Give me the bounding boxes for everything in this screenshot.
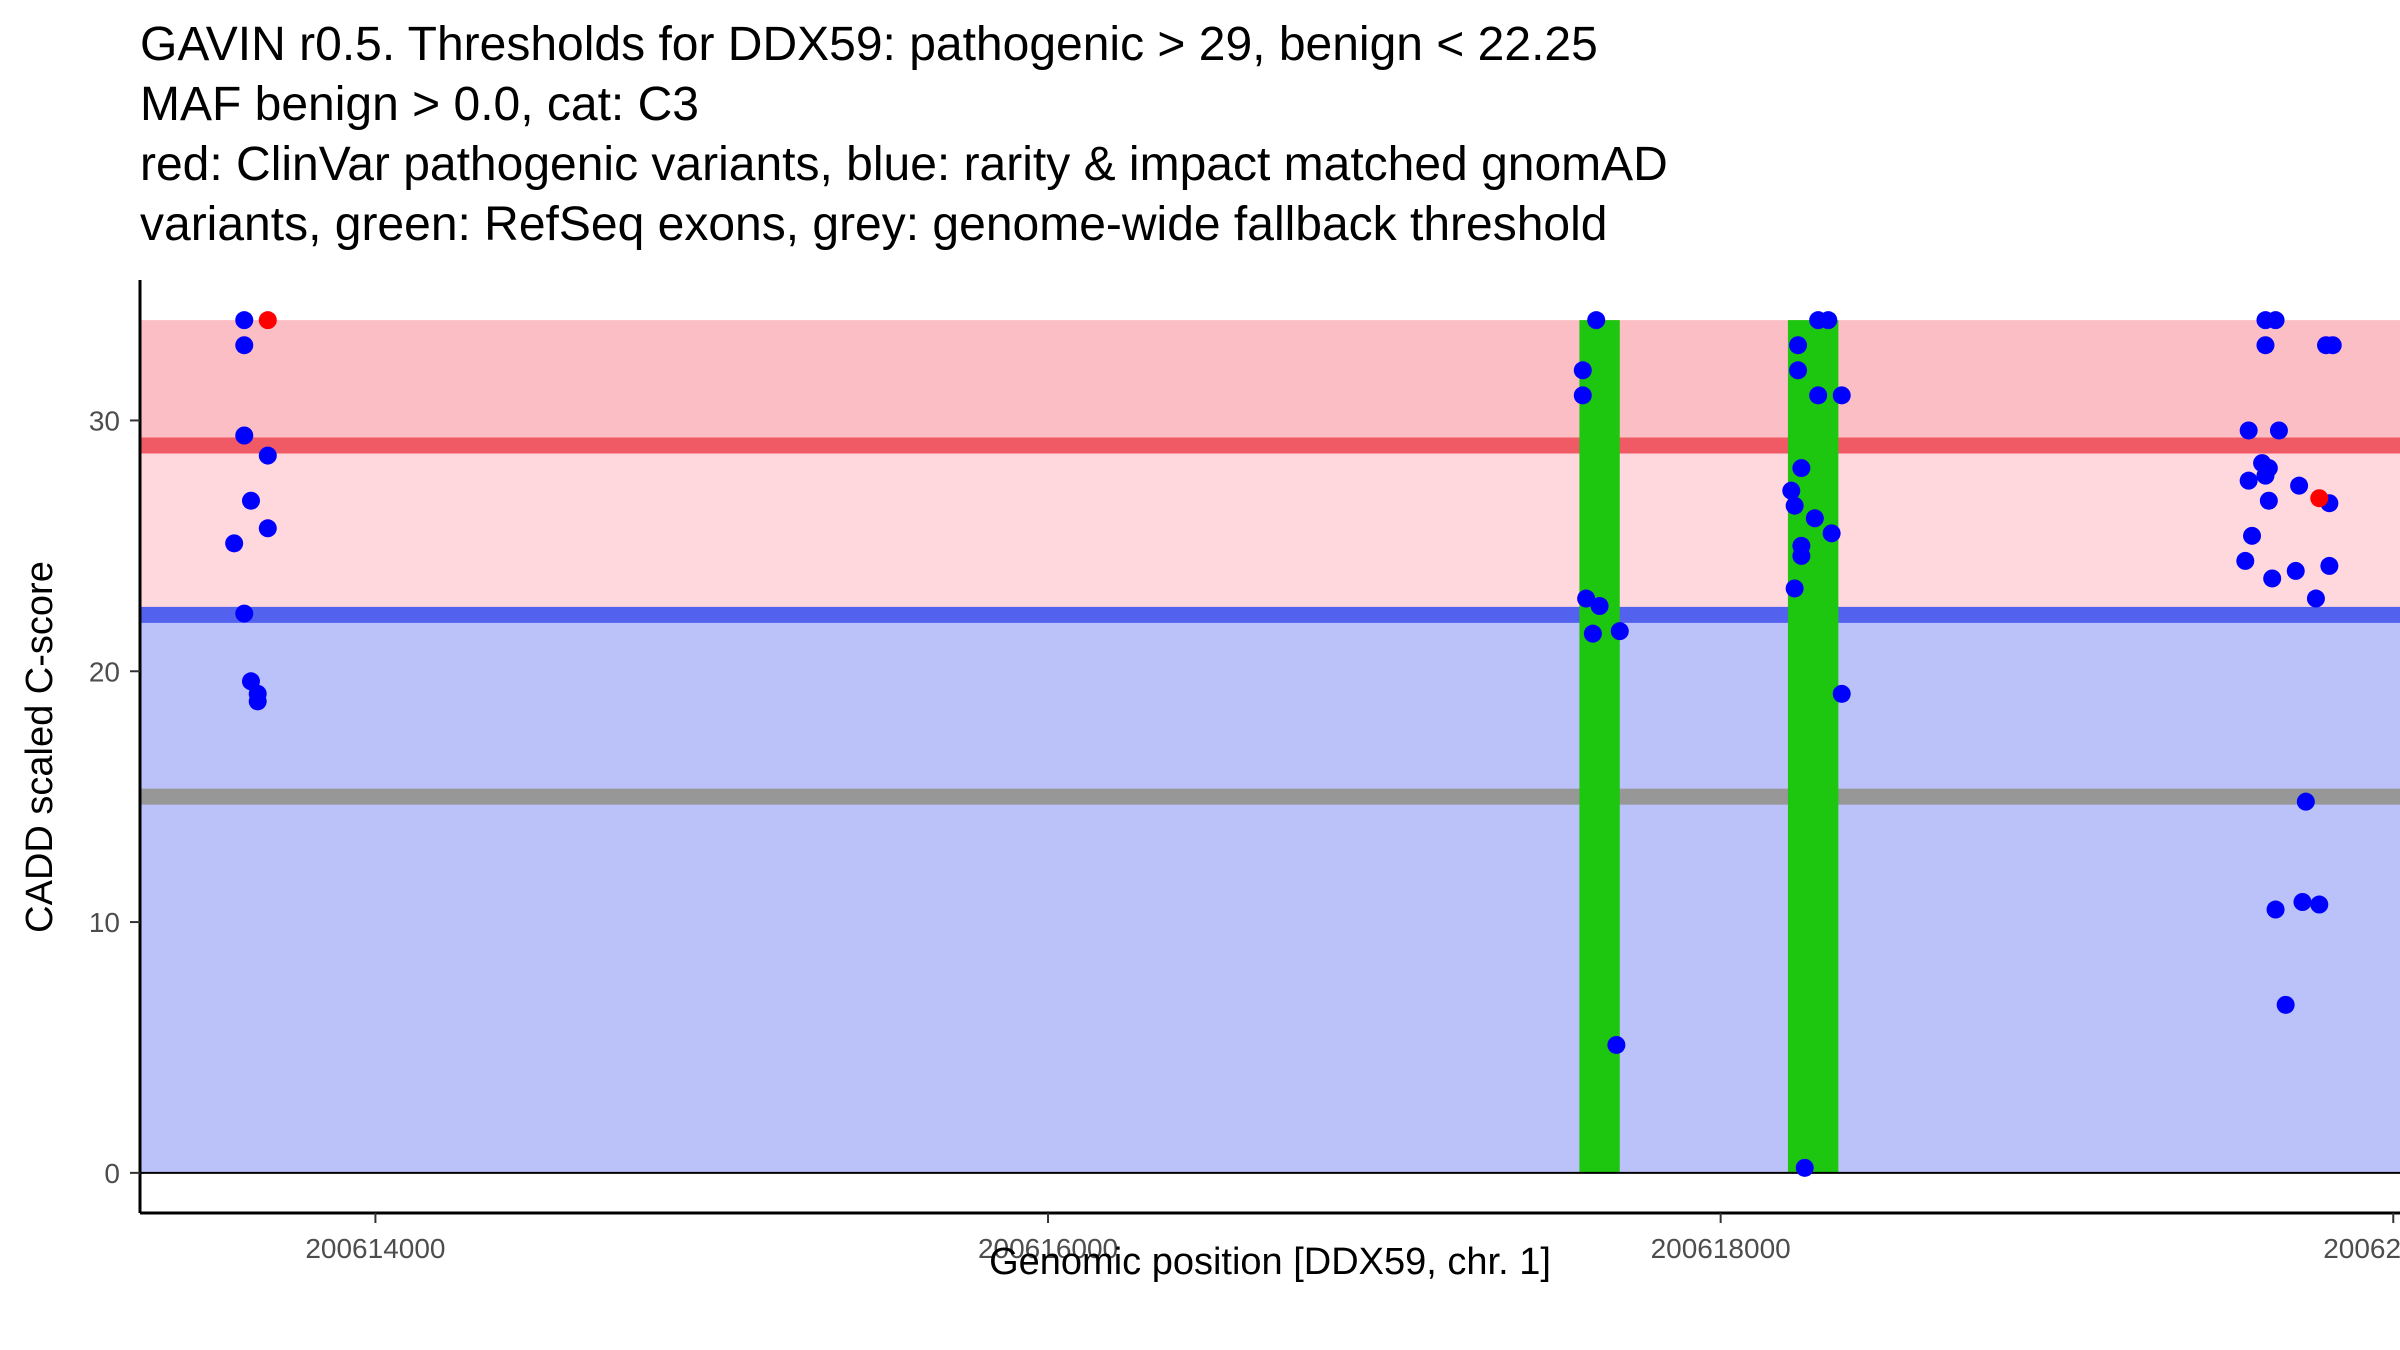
gnomad-point	[235, 311, 254, 330]
y-tick-label: 10	[89, 907, 120, 938]
gnomad-point	[2243, 526, 2262, 545]
y-tick-label: 0	[104, 1158, 120, 1189]
x-tick-label: 200618000	[1651, 1233, 1791, 1264]
title-line-3: red: ClinVar pathogenic variants, blue: …	[140, 138, 1668, 191]
gnomad-point	[1809, 386, 1828, 405]
benign-band	[141, 614, 2400, 1173]
plot-area	[140, 311, 2400, 1177]
gnomad-point	[2256, 466, 2275, 485]
gnomad-point	[1573, 386, 1592, 405]
gnomad-point	[2306, 589, 2325, 608]
gnomad-point	[1789, 361, 1808, 380]
uncertain-band	[141, 445, 2400, 615]
gnomad-point	[1577, 589, 1596, 608]
gnomad-point	[235, 426, 254, 445]
gnomad-point	[1587, 311, 1606, 330]
gnomad-point	[2293, 893, 2312, 911]
y-axis-title: CADD scaled C-score	[19, 561, 61, 933]
gnomad-point	[2296, 792, 2315, 811]
gnomad-point	[258, 519, 277, 538]
gnomad-point	[1573, 361, 1592, 380]
gnomad-point	[1610, 622, 1629, 641]
gnomad-point	[1782, 481, 1801, 500]
gnomad-point	[2286, 561, 2305, 580]
title-line-4: variants, green: RefSeq exons, grey: gen…	[140, 198, 1607, 251]
gnomad-point	[1792, 459, 1811, 478]
gnomad-point	[1583, 624, 1602, 643]
gnomad-point	[248, 692, 267, 711]
gnomad-point	[258, 446, 277, 465]
gnomad-point	[235, 336, 254, 355]
clinvar-point	[2310, 489, 2329, 508]
gnomad-point	[1832, 684, 1851, 703]
exon-bar-2	[1787, 320, 1839, 1173]
gnomad-point	[1805, 509, 1824, 528]
y-axis-ticks: 0 10 20 30	[89, 405, 140, 1189]
gnomad-point	[2266, 900, 2285, 919]
gnomad-point	[2269, 421, 2288, 440]
x-tick-label: 200620000	[2323, 1233, 2400, 1264]
gnomad-point	[2259, 491, 2278, 510]
gnomad-point	[1590, 597, 1609, 616]
gnomad-point	[2236, 551, 2255, 570]
gnomad-point	[1785, 496, 1804, 515]
pathogenic-band	[141, 320, 2400, 446]
gnomad-point	[2290, 476, 2309, 495]
gnomad-point	[241, 491, 260, 510]
gnomad-point	[1789, 336, 1808, 355]
x-tick-label: 200614000	[305, 1233, 445, 1264]
gnomad-point	[1795, 1158, 1814, 1177]
title-line-2: MAF benign > 0.0, cat: C3	[140, 78, 699, 131]
gnomad-point	[2263, 569, 2282, 588]
x-axis-title: Genomic position [DDX59, chr. 1]	[989, 1241, 1551, 1283]
x-axis-ticks: 200614000 200616000 200618000 200620000	[305, 1213, 2400, 1264]
y-tick-label: 20	[89, 656, 120, 687]
gnomad-point	[2256, 336, 2275, 355]
gnomad-point	[1607, 1035, 1626, 1054]
gnomad-point	[2239, 471, 2258, 490]
title-line-1: GAVIN r0.5. Thresholds for DDX59: pathog…	[140, 18, 1598, 71]
gnomad-point	[1822, 524, 1841, 543]
gnomad-point	[2239, 421, 2258, 440]
gnomad-point	[1819, 311, 1838, 330]
gnomad-point	[225, 534, 244, 553]
gnomad-point	[2276, 995, 2295, 1014]
gnomad-point	[2310, 895, 2329, 914]
gnomad-point	[1832, 386, 1851, 405]
gnomad-point	[2266, 311, 2285, 330]
gnomad-point	[1792, 546, 1811, 565]
exon-bar-1	[1579, 320, 1620, 1173]
chart-title: GAVIN r0.5. Thresholds for DDX59: pathog…	[140, 18, 1668, 251]
gnomad-point	[2323, 336, 2342, 355]
y-tick-label: 30	[89, 405, 120, 436]
x-tick-label: 200616000	[978, 1233, 1118, 1264]
gnomad-point	[2320, 556, 2339, 575]
clinvar-point	[258, 311, 277, 330]
gnomad-point	[1785, 579, 1804, 598]
gnomad-point	[235, 604, 254, 623]
